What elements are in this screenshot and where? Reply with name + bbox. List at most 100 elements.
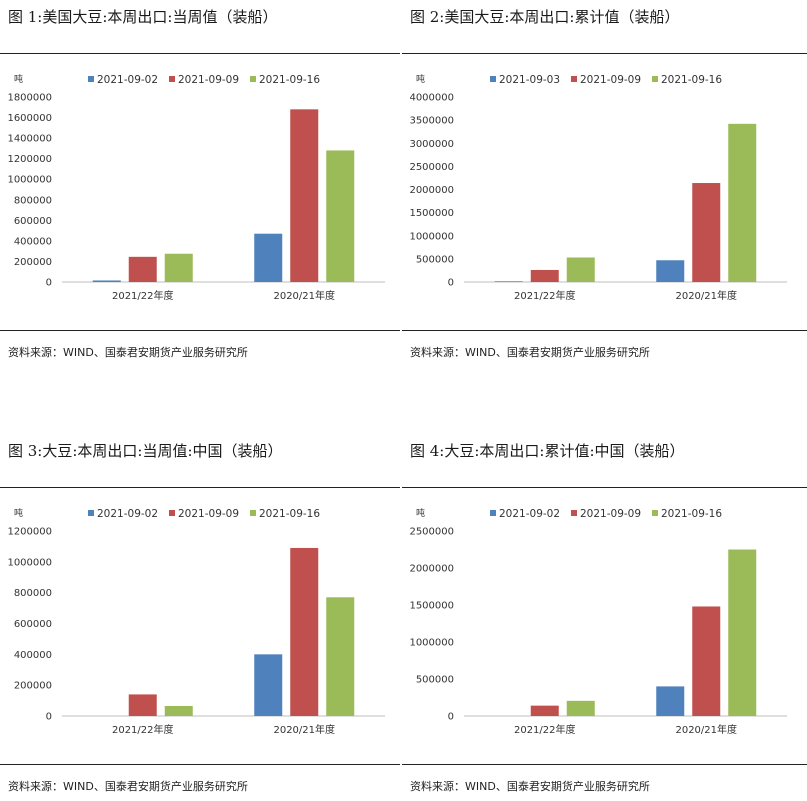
- y-tick-label: 1400000: [7, 134, 52, 145]
- legend-swatch: [571, 510, 577, 516]
- x-tick-label: 2021/22年度: [514, 723, 576, 736]
- y-tick-label: 600000: [14, 619, 52, 630]
- bar-chart: 吨 2021-09-02 2021-09-09 2021-09-16 0 500000 10…: [409, 507, 787, 736]
- bar-chart: 吨 2021-09-02 2021-09-09 2021-09-16 0 200000 40…: [7, 507, 385, 736]
- source-note: 资料来源：WIND、国泰君安期货产业服务研究所: [8, 780, 248, 793]
- y-tick-label: 3000000: [409, 139, 454, 150]
- divider-top: [0, 487, 400, 488]
- legend-label: 2021-09-16: [661, 74, 722, 86]
- bar: [530, 269, 559, 282]
- y-tick-label: 400000: [14, 236, 52, 247]
- bar-chart: 吨 2021-09-02 2021-09-09 2021-09-16 0 200000 40…: [7, 73, 385, 302]
- divider-top: [402, 53, 807, 54]
- legend-swatch: [88, 76, 94, 82]
- bar-chart: 吨 2021-09-03 2021-09-09 2021-09-16 0 500000 10…: [409, 73, 787, 302]
- bar: [566, 700, 595, 716]
- divider-bottom: [402, 330, 807, 331]
- bar: [128, 694, 157, 716]
- x-tick-label: 2020/21年度: [675, 289, 737, 302]
- bar: [254, 233, 283, 282]
- legend-swatch: [652, 76, 658, 82]
- y-tick-label: 1500000: [409, 208, 454, 219]
- y-tick-label: 200000: [14, 681, 52, 692]
- y-tick-label: 400000: [14, 650, 52, 661]
- divider-bottom: [0, 330, 400, 331]
- figure-panel-4: 图 4:大豆:本周出口:累计值:中国（装船） 吨 2021-09-02 2021-0…: [402, 434, 807, 801]
- x-tick-label: 2021/22年度: [112, 723, 174, 736]
- y-unit-label: 吨: [14, 507, 23, 519]
- bar: [290, 109, 319, 282]
- legend-label: 2021-09-09: [178, 508, 239, 520]
- legend-label: 2021-09-09: [580, 74, 641, 86]
- bar: [128, 256, 157, 282]
- legend-label: 2021-09-02: [97, 508, 158, 520]
- divider-bottom: [0, 764, 400, 765]
- legend-swatch: [652, 510, 658, 516]
- y-tick-label: 1800000: [7, 93, 52, 104]
- divider-top: [402, 487, 807, 488]
- legend-swatch: [88, 510, 94, 516]
- x-tick-label: 2020/21年度: [675, 723, 737, 736]
- bar: [566, 257, 595, 282]
- legend-swatch: [250, 76, 256, 82]
- legend-swatch: [169, 76, 175, 82]
- y-tick-label: 2500000: [409, 162, 454, 173]
- y-tick-label: 1600000: [7, 113, 52, 124]
- bar: [656, 686, 685, 716]
- source-note: 资料来源：WIND、国泰君安期货产业服务研究所: [410, 346, 650, 359]
- y-tick-label: 0: [46, 712, 52, 723]
- y-tick-label: 1000000: [7, 557, 52, 568]
- y-tick-label: 4000000: [409, 93, 454, 104]
- bar: [692, 606, 721, 716]
- y-tick-label: 1200000: [7, 154, 52, 165]
- y-unit-label: 吨: [14, 73, 23, 85]
- y-tick-label: 200000: [14, 257, 52, 268]
- bar: [728, 123, 757, 282]
- y-tick-label: 0: [448, 278, 454, 289]
- bar: [326, 597, 355, 716]
- legend-label: 2021-09-16: [661, 508, 722, 520]
- figure-title: 图 4:大豆:本周出口:累计值:中国（装船）: [410, 442, 685, 460]
- legend-label: 2021-09-16: [259, 74, 320, 86]
- x-tick-label: 2020/21年度: [273, 723, 335, 736]
- y-tick-label: 800000: [14, 588, 52, 599]
- x-tick-label: 2021/22年度: [112, 289, 174, 302]
- bar: [656, 260, 685, 282]
- y-unit-label: 吨: [416, 73, 425, 85]
- y-unit-label: 吨: [416, 507, 425, 519]
- x-tick-label: 2021/22年度: [514, 289, 576, 302]
- y-tick-label: 0: [448, 712, 454, 723]
- figure-panel-2: 图 2:美国大豆:本周出口:累计值（装船） 吨 2021-09-03 2021-09…: [402, 0, 807, 380]
- y-tick-label: 1000000: [409, 638, 454, 649]
- y-tick-label: 600000: [14, 216, 52, 227]
- legend-swatch: [490, 510, 496, 516]
- bar: [290, 547, 319, 716]
- y-tick-label: 800000: [14, 195, 52, 206]
- y-tick-label: 2000000: [409, 564, 454, 575]
- legend-label: 2021-09-02: [499, 508, 560, 520]
- legend-label: 2021-09-16: [259, 508, 320, 520]
- source-note: 资料来源：WIND、国泰君安期货产业服务研究所: [8, 346, 248, 359]
- figure-title: 图 1:美国大豆:本周出口:当周值（装船）: [8, 8, 278, 26]
- legend-swatch: [490, 76, 496, 82]
- legend-label: 2021-09-09: [178, 74, 239, 86]
- legend-swatch: [571, 76, 577, 82]
- bar: [254, 654, 283, 716]
- legend-swatch: [250, 510, 256, 516]
- bar: [728, 549, 757, 716]
- x-tick-label: 2020/21年度: [273, 289, 335, 302]
- y-tick-label: 500000: [416, 675, 454, 686]
- y-tick-label: 1000000: [409, 231, 454, 242]
- bar: [692, 183, 721, 282]
- divider-top: [0, 53, 400, 54]
- y-tick-label: 1500000: [409, 601, 454, 612]
- source-note: 资料来源：WIND、国泰君安期货产业服务研究所: [410, 780, 650, 793]
- y-tick-label: 2500000: [409, 527, 454, 538]
- legend-label: 2021-09-09: [580, 508, 641, 520]
- figure-title: 图 2:美国大豆:本周出口:累计值（装船）: [410, 8, 680, 26]
- y-tick-label: 2000000: [409, 185, 454, 196]
- bar: [164, 253, 193, 282]
- legend-swatch: [169, 510, 175, 516]
- bar: [164, 705, 193, 716]
- bar: [530, 705, 559, 716]
